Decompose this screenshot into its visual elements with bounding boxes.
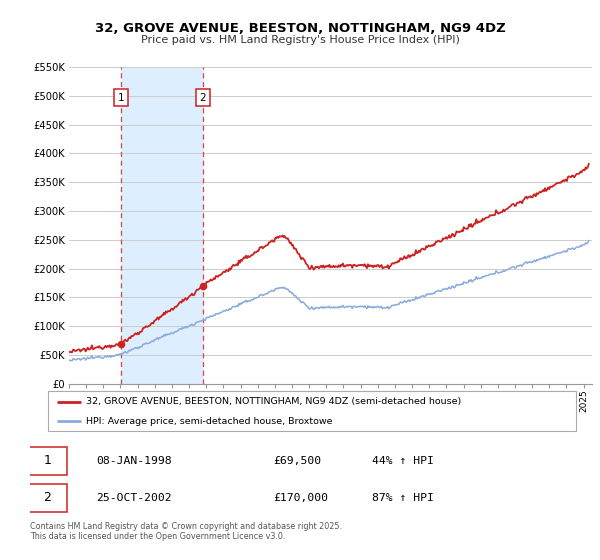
- FancyBboxPatch shape: [48, 391, 576, 431]
- Text: £69,500: £69,500: [273, 456, 321, 466]
- Text: Price paid vs. HM Land Registry's House Price Index (HPI): Price paid vs. HM Land Registry's House …: [140, 35, 460, 45]
- FancyBboxPatch shape: [27, 484, 67, 512]
- Text: 2: 2: [43, 491, 51, 505]
- Text: 25-OCT-2002: 25-OCT-2002: [96, 493, 172, 503]
- Bar: [121, 67, 203, 384]
- Text: 08-JAN-1998: 08-JAN-1998: [96, 456, 172, 466]
- Text: 1: 1: [118, 93, 124, 102]
- FancyBboxPatch shape: [27, 447, 67, 475]
- Text: 1: 1: [43, 454, 51, 468]
- Text: 32, GROVE AVENUE, BEESTON, NOTTINGHAM, NG9 4DZ: 32, GROVE AVENUE, BEESTON, NOTTINGHAM, N…: [95, 22, 505, 35]
- Text: 44% ↑ HPI: 44% ↑ HPI: [372, 456, 434, 466]
- Text: HPI: Average price, semi-detached house, Broxtowe: HPI: Average price, semi-detached house,…: [86, 417, 332, 426]
- Text: £170,000: £170,000: [273, 493, 328, 503]
- Text: 87% ↑ HPI: 87% ↑ HPI: [372, 493, 434, 503]
- Text: 2: 2: [200, 93, 206, 102]
- Text: 32, GROVE AVENUE, BEESTON, NOTTINGHAM, NG9 4DZ (semi-detached house): 32, GROVE AVENUE, BEESTON, NOTTINGHAM, N…: [86, 397, 461, 406]
- Text: Contains HM Land Registry data © Crown copyright and database right 2025.
This d: Contains HM Land Registry data © Crown c…: [30, 522, 342, 542]
